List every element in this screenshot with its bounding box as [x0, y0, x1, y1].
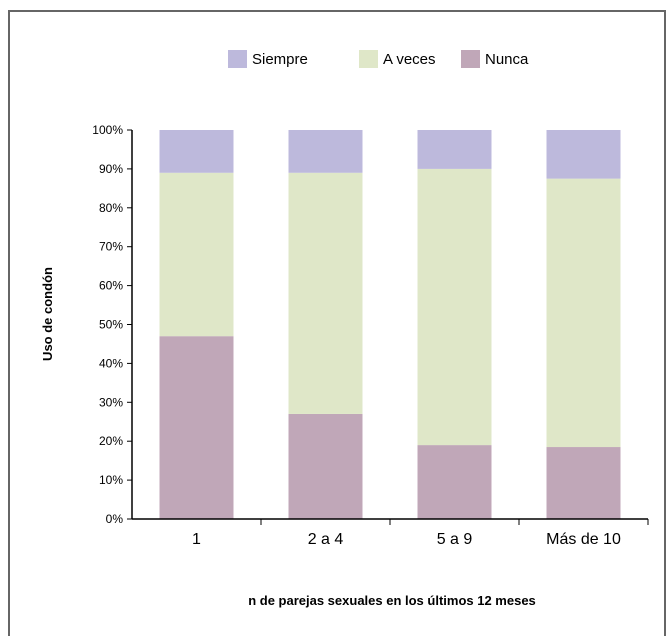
y-tick-label: 60%	[99, 279, 123, 293]
y-tick-label: 10%	[99, 473, 123, 487]
x-axis-title: n de parejas sexuales en los últimos 12 …	[248, 593, 536, 608]
legend-label: Siempre	[252, 51, 308, 68]
bar-segment-nunca	[546, 447, 621, 519]
x-category-label: 2 a 4	[308, 531, 344, 548]
bar-segment-siempre	[546, 130, 621, 179]
bar-segment-nunca	[159, 336, 234, 519]
y-tick-label: 80%	[99, 201, 123, 215]
y-tick-label: 90%	[99, 162, 123, 176]
bar-segment-nunca	[288, 413, 363, 519]
legend-swatch	[228, 50, 247, 68]
x-category-label: 5 a 9	[437, 531, 473, 548]
x-axis-categories: 1 2 a 4 5 a 9 Más de 10	[192, 519, 649, 548]
y-tick-label: 30%	[99, 395, 123, 409]
y-tick-label: 70%	[99, 240, 123, 254]
bar-segment-siempre	[288, 130, 363, 173]
y-tick-label: 50%	[99, 318, 123, 332]
y-axis-ticks: 0% 10% 20% 30% 40% 50% 60% 70% 80% 90% 100%	[92, 123, 132, 526]
y-axis-title: Uso de condón	[40, 267, 55, 361]
y-tick-label: 100%	[92, 123, 123, 137]
legend-label: A veces	[383, 51, 436, 68]
legend-label: Nunca	[485, 51, 529, 68]
legend: Siempre A veces Nunca	[228, 50, 529, 68]
bar-segment-a-veces	[546, 178, 621, 448]
x-category-label: 1	[192, 531, 201, 548]
legend-swatch	[359, 50, 378, 68]
bar-segment-a-veces	[159, 172, 234, 337]
y-tick-label: 20%	[99, 434, 123, 448]
x-category-label: Más de 10	[546, 531, 621, 548]
y-tick-label: 40%	[99, 356, 123, 370]
y-tick-label: 0%	[106, 512, 124, 526]
bar-segment-a-veces	[288, 172, 363, 414]
bars	[159, 130, 621, 519]
legend-swatch	[461, 50, 480, 68]
bar-segment-a-veces	[417, 168, 492, 446]
bar-segment-siempre	[417, 130, 492, 169]
bar-segment-nunca	[417, 445, 492, 519]
chart-frame	[8, 10, 666, 636]
bar-segment-siempre	[159, 130, 234, 173]
